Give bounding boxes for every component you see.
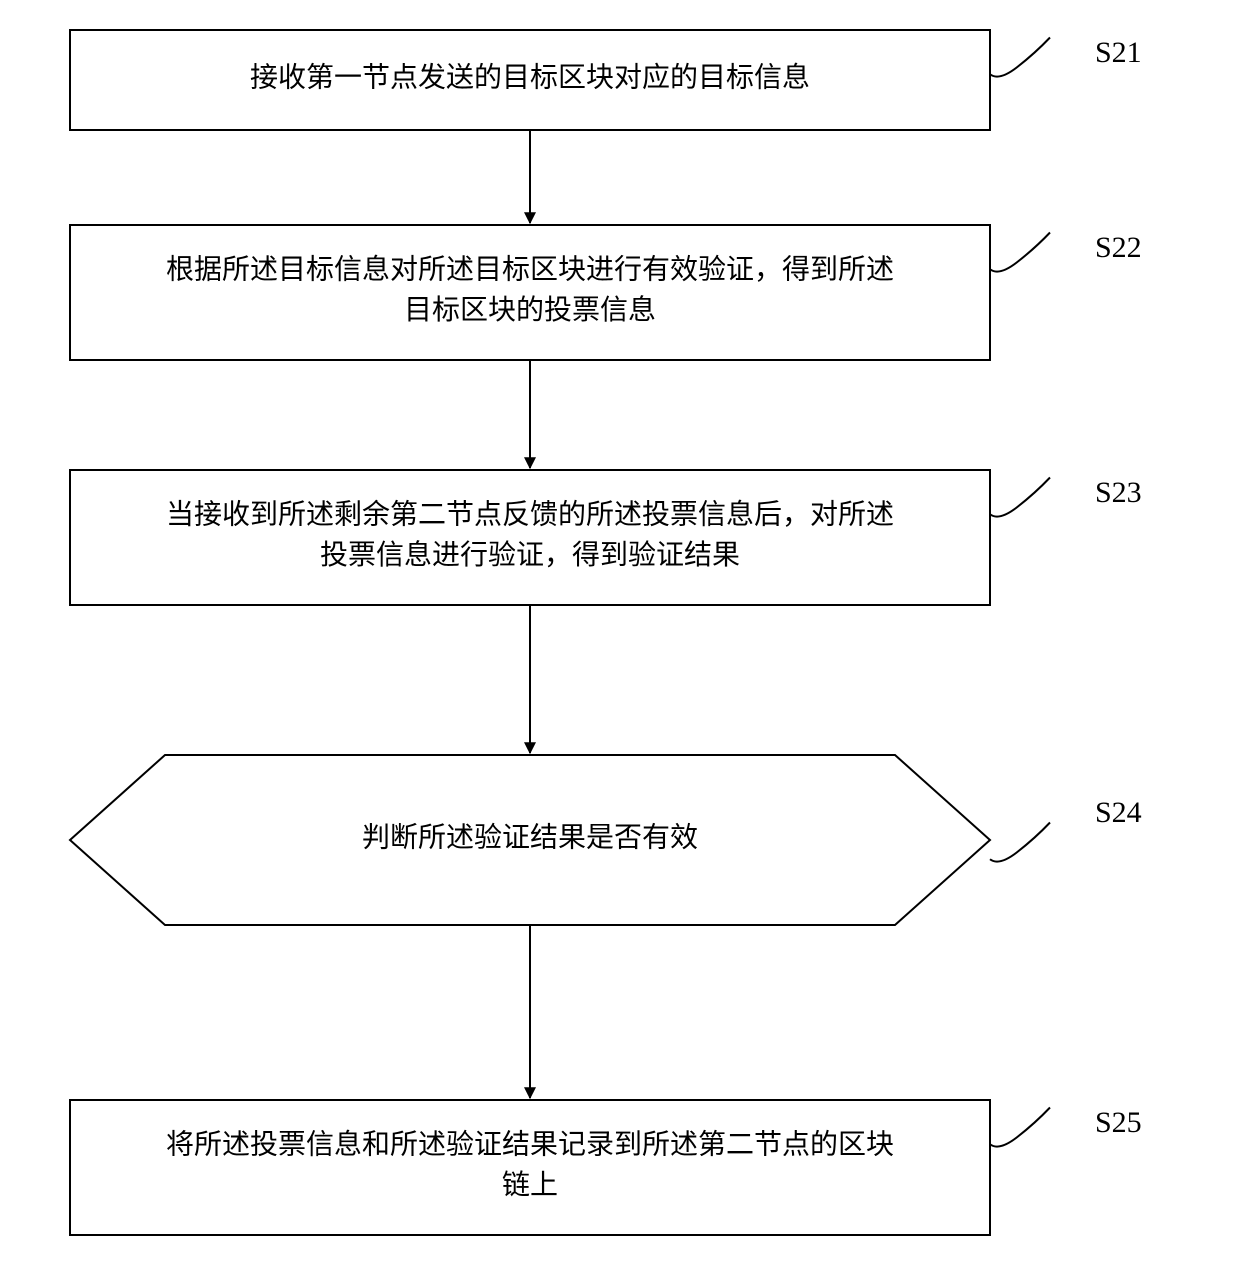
node-text-s24-line0: 判断所述验证结果是否有效 (362, 821, 698, 853)
step-label-s25: S25 (1095, 1106, 1142, 1139)
node-text-s22-line1: 目标区块的投票信息 (404, 294, 656, 326)
flowchart-container: 接收第一节点发送的目标区块对应的目标信息 S21 根据所述目标信息对所述目标区块进行… (0, 0, 1240, 1285)
step-label-s21: S21 (1095, 36, 1142, 69)
process-shape-s23 (70, 470, 990, 605)
node-s23: 当接收到所述剩余第二节点反馈的所述投票信息后，对所述投票信息进行验证，得到验证结… (70, 470, 1142, 605)
step-label-s23: S23 (1095, 476, 1142, 509)
process-shape-s25 (70, 1100, 990, 1235)
node-text-s23-line0: 当接收到所述剩余第二节点反馈的所述投票信息后，对所述 (166, 499, 894, 531)
node-s21: 接收第一节点发送的目标区块对应的目标信息 S21 (70, 30, 1142, 130)
node-text-s25-line0: 将所述投票信息和所述验证结果记录到所述第二节点的区块 (166, 1129, 894, 1161)
flowchart-svg: 接收第一节点发送的目标区块对应的目标信息 S21 根据所述目标信息对所述目标区块进行… (0, 0, 1240, 1285)
node-text-s25-line1: 链上 (502, 1169, 558, 1201)
process-shape-s22 (70, 225, 990, 360)
connector-s21 (990, 38, 1050, 77)
node-text-s21-line0: 接收第一节点发送的目标区块对应的目标信息 (250, 61, 810, 93)
node-text-s23-line1: 投票信息进行验证，得到验证结果 (320, 539, 740, 571)
node-s24: 判断所述验证结果是否有效 S24 (70, 755, 1142, 925)
connector-s23 (990, 478, 1050, 517)
step-label-s22: S22 (1095, 231, 1142, 264)
node-text-s22-line0: 根据所述目标信息对所述目标区块进行有效验证，得到所述 (166, 254, 894, 286)
node-s22: 根据所述目标信息对所述目标区块进行有效验证，得到所述目标区块的投票信息 S22 (70, 225, 1142, 360)
step-label-s24: S24 (1095, 796, 1142, 829)
connector-s22 (990, 233, 1050, 272)
node-s25: 将所述投票信息和所述验证结果记录到所述第二节点的区块链上 S25 (70, 1100, 1142, 1235)
connector-s24 (990, 823, 1050, 862)
connector-s25 (990, 1108, 1050, 1147)
